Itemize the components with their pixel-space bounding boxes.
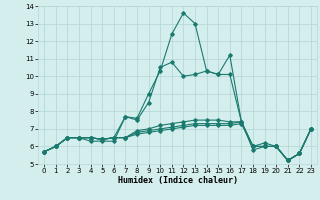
X-axis label: Humidex (Indice chaleur): Humidex (Indice chaleur) xyxy=(118,176,238,185)
